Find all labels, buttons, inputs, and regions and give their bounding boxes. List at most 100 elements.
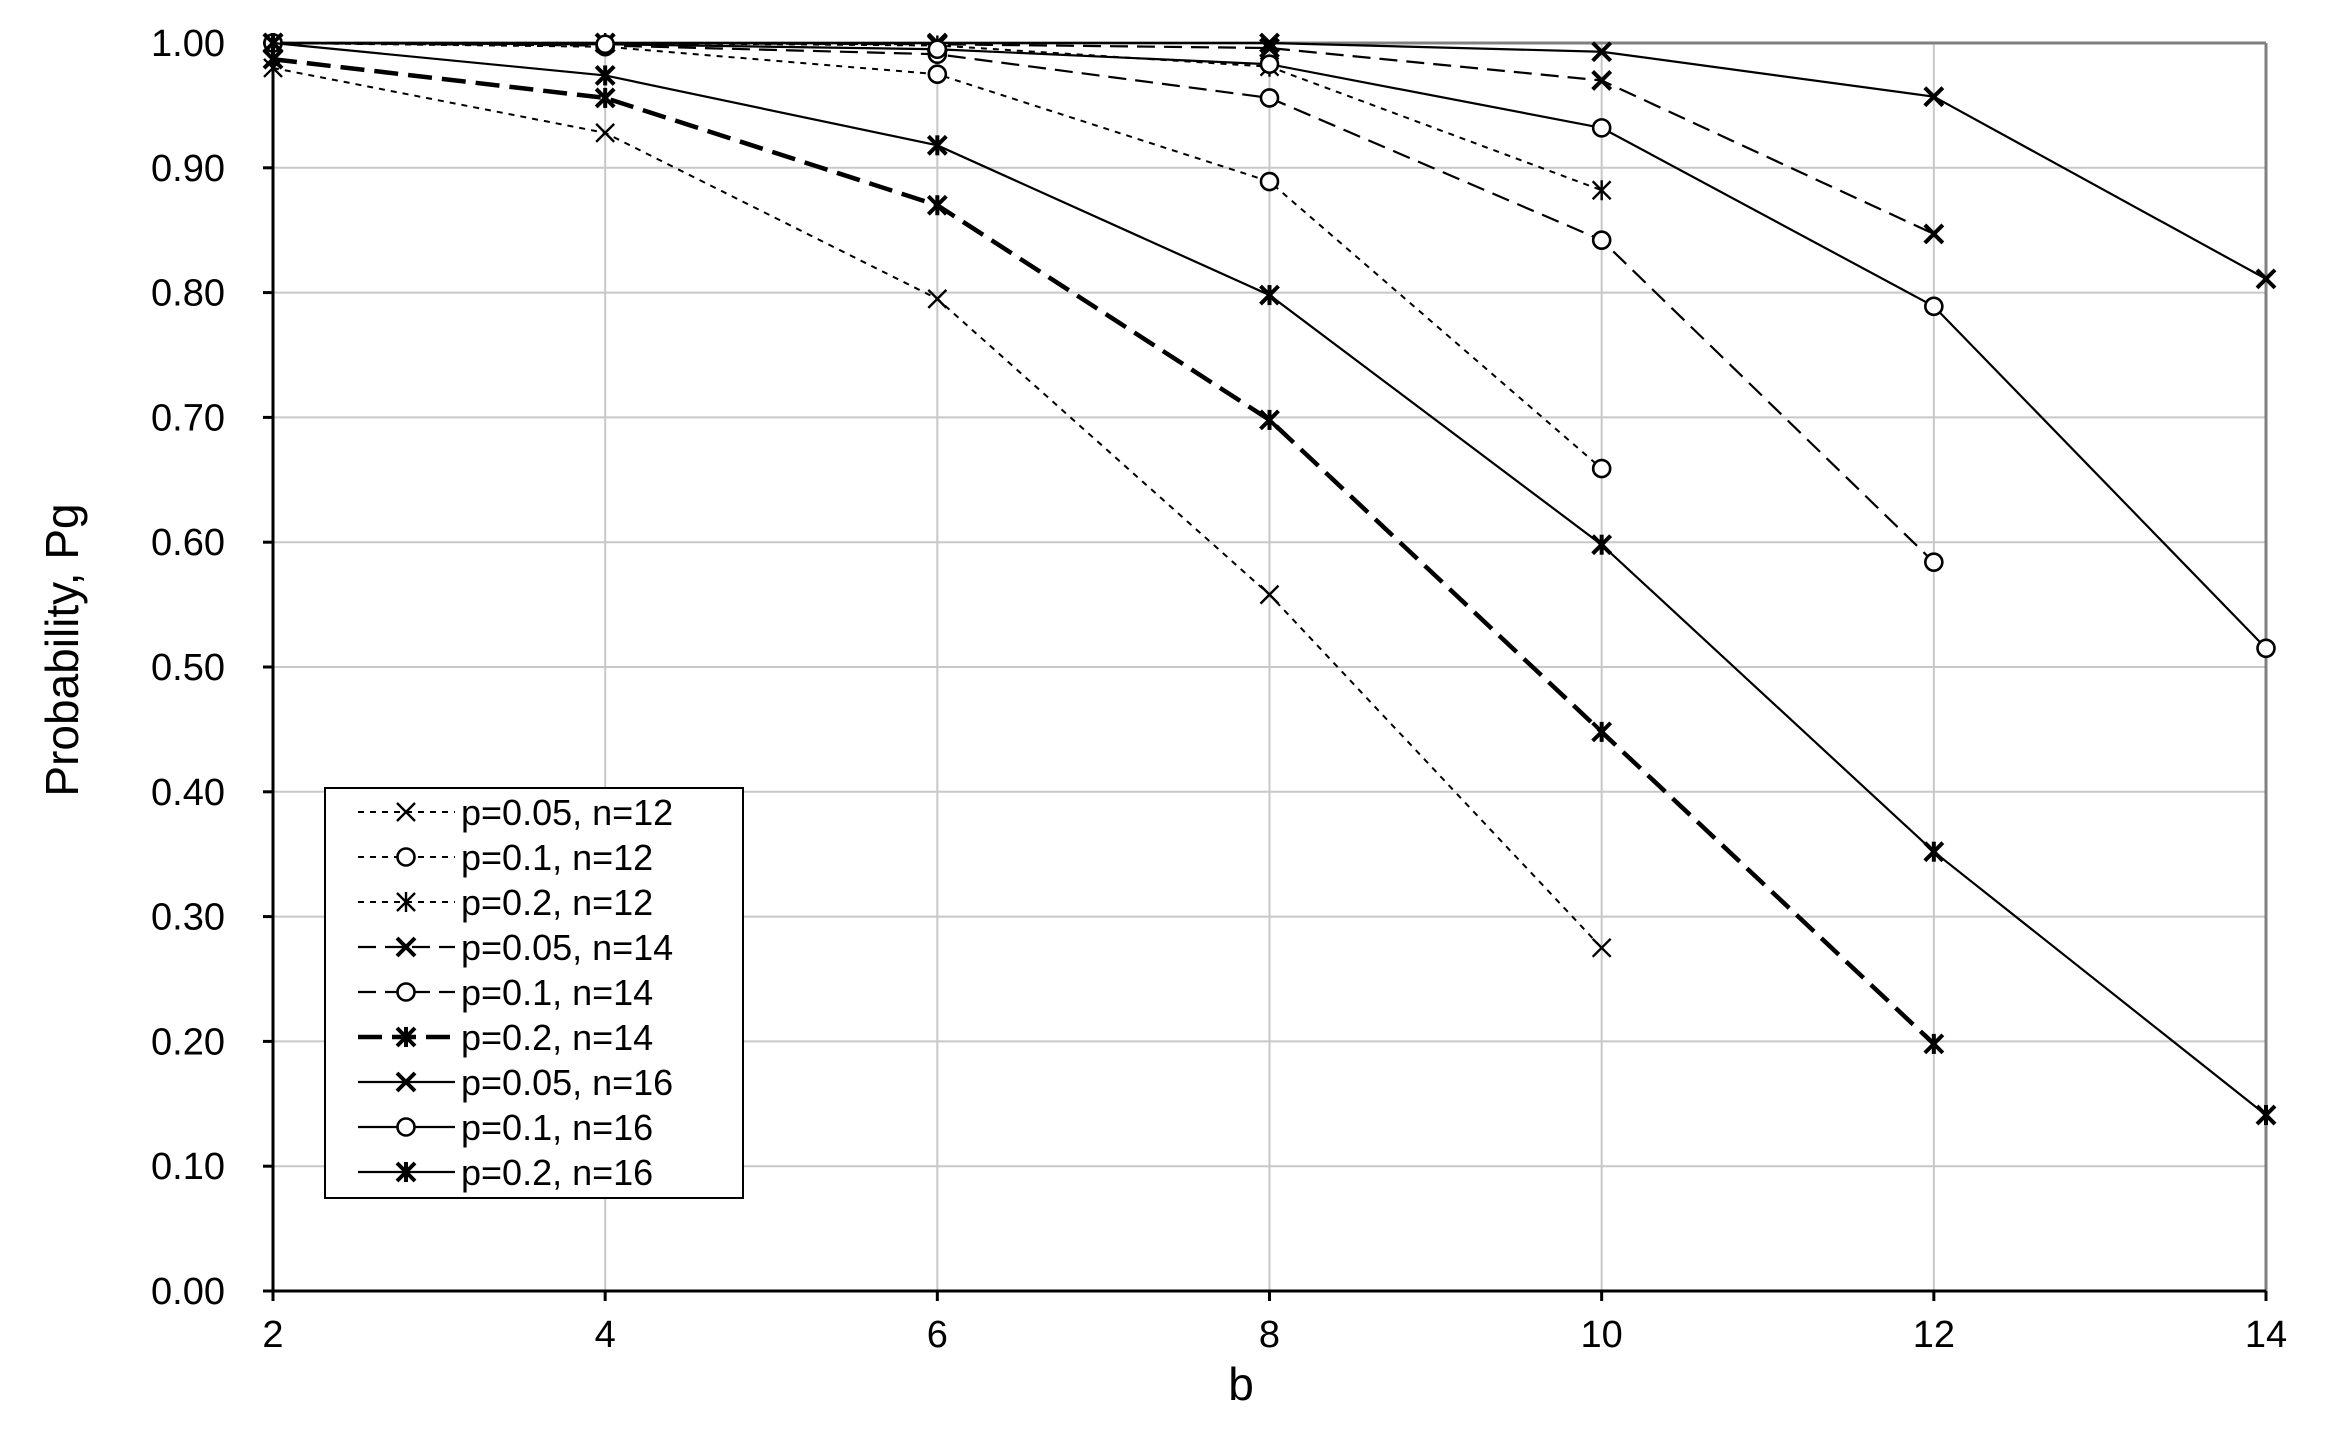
data-point (595, 123, 616, 143)
marker-stroke (2255, 268, 2277, 290)
y-tick-label: 0.90 (151, 148, 225, 190)
marker-circle (396, 1117, 416, 1137)
y-tick-label: 0.40 (151, 772, 225, 814)
series-group (262, 32, 2277, 1126)
marker-stroke (927, 288, 948, 309)
x-tick-label: 14 (2245, 1314, 2287, 1356)
data-point (1923, 1033, 1945, 1055)
marker-stroke (395, 1071, 417, 1093)
legend-label: p=0.05, n=16 (461, 1062, 673, 1103)
y-tick-label: 0.50 (151, 647, 225, 689)
marker-circle (1924, 296, 1944, 317)
y-tick-label: 1.00 (151, 23, 225, 65)
series-line (272, 56, 1936, 1046)
data-point (1259, 284, 1280, 306)
y-tick-label: 0.80 (151, 273, 225, 315)
legend-label: p=0.1, n=12 (461, 837, 653, 878)
marker-stroke (1259, 37, 1280, 59)
data-point (1923, 86, 1945, 108)
data-point (926, 194, 948, 216)
data-point (1591, 70, 1613, 91)
legend-label: p=0.05, n=12 (461, 792, 673, 833)
marker-stroke (1923, 223, 1945, 245)
data-point (1591, 458, 1612, 479)
data-point (1259, 32, 1280, 54)
data-point (262, 32, 284, 54)
series-9 (262, 32, 2277, 1126)
legend-item: p=0.1, n=14 (358, 972, 653, 1013)
data-point (1259, 171, 1280, 192)
legend-item: p=0.05, n=14 (358, 927, 673, 968)
marker-x (395, 1071, 417, 1093)
marker-asterisk (396, 892, 416, 912)
marker-x (395, 936, 417, 958)
y-axis-title: Probability, Pg (36, 503, 88, 796)
data-point (1924, 296, 1944, 317)
x-axis-title: b (1228, 1358, 1254, 1410)
marker-circle (396, 982, 416, 1002)
series-6 (262, 48, 1945, 1055)
marker-stroke (1591, 41, 1613, 63)
legend-label: p=0.05, n=14 (461, 927, 673, 968)
legend: p=0.05, n=12p=0.1, n=12p=0.2, n=12p=0.05… (324, 787, 744, 1199)
data-point (1923, 841, 1945, 863)
marker-stroke (1591, 70, 1613, 91)
marker-asterisk (395, 1026, 417, 1048)
y-tick-label: 0.30 (151, 897, 225, 939)
x-tick-label: 10 (1581, 1314, 1623, 1356)
legend-item: p=0.05, n=16 (358, 1062, 673, 1103)
legend-label: p=0.2, n=16 (461, 1152, 653, 1193)
data-point (1591, 230, 1612, 250)
x-tick-label: 4 (595, 1314, 616, 1356)
marker-circle (1259, 171, 1280, 192)
x-tick-label: 12 (1913, 1314, 1955, 1356)
marker-stroke (1259, 32, 1280, 54)
legend-item: p=0.2, n=12 (358, 882, 653, 923)
data-point (927, 39, 948, 60)
marker-circle (927, 64, 948, 84)
marker-circle (1591, 458, 1612, 479)
data-point (1591, 721, 1613, 743)
legend-label: p=0.2, n=14 (461, 1017, 653, 1058)
data-point (2255, 268, 2277, 290)
data-point (2256, 638, 2276, 659)
data-point (1259, 88, 1280, 108)
marker-stroke (396, 802, 416, 822)
legend-item: p=0.2, n=16 (358, 1152, 653, 1193)
legend-item: p=0.1, n=16 (358, 1107, 653, 1148)
legend-label: p=0.1, n=16 (461, 1107, 653, 1148)
data-point (595, 34, 615, 55)
y-tick-label: 0.00 (151, 1271, 225, 1313)
data-point (1259, 409, 1280, 431)
y-tick-label: 0.70 (151, 397, 225, 439)
y-tick-label: 0.20 (151, 1021, 225, 1063)
marker-circle (927, 39, 948, 60)
data-point (1259, 584, 1280, 605)
data-point (594, 65, 616, 86)
data-point (1259, 54, 1280, 75)
x-tick-label: 2 (262, 1314, 283, 1356)
data-point (1591, 41, 1613, 63)
legend-item: p=0.2, n=14 (358, 1017, 653, 1058)
marker-circle (396, 847, 416, 867)
y-tick-label: 0.60 (151, 522, 225, 564)
tick-labels: 2 4 6 8 10 12 14 0.00 0.10 0.20 0.30 0.40 0.50 0.60 0.… (151, 23, 2287, 1356)
data-point (1591, 180, 1612, 201)
data-point (927, 288, 948, 309)
data-point (1923, 223, 1945, 245)
marker-circle (396, 1117, 416, 1137)
data-point (594, 87, 616, 109)
x-tick-label: 6 (927, 1314, 948, 1356)
legend-label: p=0.2, n=12 (461, 882, 653, 923)
marker-circle (2256, 638, 2276, 659)
data-point (1591, 118, 1612, 138)
y-tick-label: 0.10 (151, 1146, 225, 1188)
data-point (926, 134, 948, 156)
x-tick-label: 8 (1259, 1314, 1280, 1356)
marker-circle (595, 34, 615, 55)
legend-item: p=0.05, n=12 (358, 792, 673, 833)
data-point (2255, 1104, 2277, 1126)
marker-stroke (395, 936, 417, 958)
